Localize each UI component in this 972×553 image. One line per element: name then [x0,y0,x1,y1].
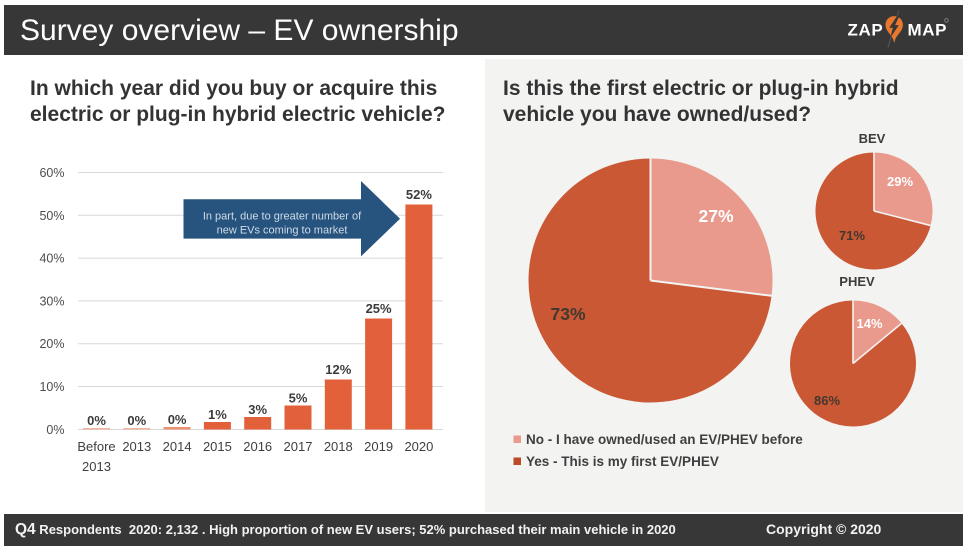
svg-text:40%: 40% [39,252,64,266]
svg-text:MAP: MAP [908,21,948,40]
svg-text:27%: 27% [698,206,733,226]
svg-text:0%: 0% [168,412,187,427]
svg-text:5%: 5% [289,391,308,406]
svg-text:2018: 2018 [324,439,353,454]
svg-text:BEV: BEV [859,131,886,146]
svg-text:12%: 12% [325,362,351,377]
svg-text:10%: 10% [39,380,64,394]
svg-text:50%: 50% [39,209,64,223]
svg-text:2014: 2014 [163,439,192,454]
svg-text:2015: 2015 [203,439,232,454]
svg-text:new EVs coming to market: new EVs coming to market [217,225,348,237]
svg-text:0%: 0% [127,413,146,428]
svg-text:2019: 2019 [364,439,393,454]
svg-text:20%: 20% [39,337,64,351]
svg-text:2013: 2013 [122,439,151,454]
svg-text:60%: 60% [39,166,64,180]
svg-text:3%: 3% [248,402,267,417]
svg-text:Yes - This is my first EV/PHEV: Yes - This is my first EV/PHEV [526,454,719,469]
svg-text:0%: 0% [87,413,106,428]
svg-text:52%: 52% [406,187,432,202]
svg-text:73%: 73% [550,304,585,324]
svg-text:25%: 25% [366,301,392,316]
svg-text:2020: 2020 [404,439,433,454]
svg-text:86%: 86% [814,393,840,408]
svg-text:No - I have owned/used an EV/P: No - I have owned/used an EV/PHEV before [526,432,803,447]
svg-text:ZAP: ZAP [848,21,884,40]
svg-text:2016: 2016 [243,439,272,454]
svg-text:In part, due to greater number: In part, due to greater number of [203,211,362,223]
svg-text:0%: 0% [46,423,64,437]
svg-text:29%: 29% [887,174,913,189]
svg-text:14%: 14% [856,316,882,331]
svg-text:2017: 2017 [284,439,313,454]
svg-text:PHEV: PHEV [839,274,875,289]
svg-text:1%: 1% [208,407,227,422]
svg-text:2013: 2013 [82,459,111,474]
svg-text:30%: 30% [39,294,64,308]
svg-text:Before: Before [77,439,115,454]
svg-text:71%: 71% [839,228,865,243]
